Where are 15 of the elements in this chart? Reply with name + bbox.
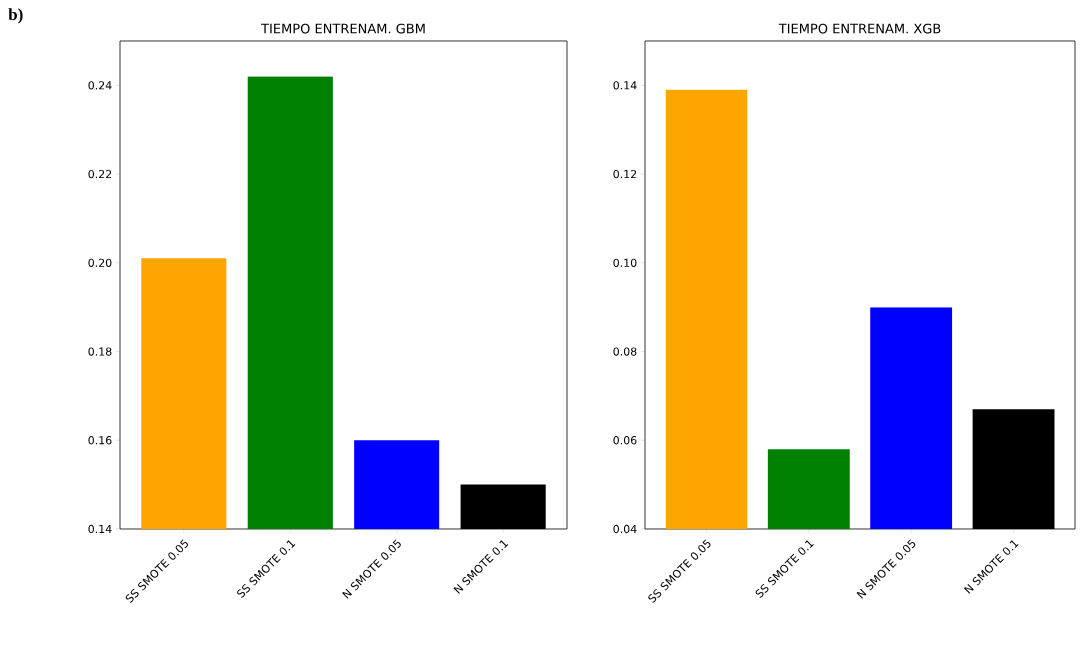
y-tick-label: 0.14 [88,524,112,534]
chart-title: TIEMPO ENTRENAM. XGB [778,23,941,34]
y-tick-label: 0.08 [613,347,637,356]
y-tick-label: 0.04 [613,524,637,534]
y-tick-label: 0.06 [613,436,637,445]
y-tick-label: 0.10 [613,258,637,267]
y-tick-label: 0.20 [88,258,112,267]
y-tick-label: 0.18 [88,347,112,356]
text: b) [8,8,23,24]
y-tick-label: 0.12 [613,169,637,179]
chart-title: TIEMPO ENTRENAM. GBM [261,23,425,34]
y-tick-label: 0.24 [88,81,112,90]
y-tick-label: 0.14 [613,81,637,90]
y-tick-label: 0.16 [88,436,112,445]
y-tick-label: 0.22 [88,169,112,179]
